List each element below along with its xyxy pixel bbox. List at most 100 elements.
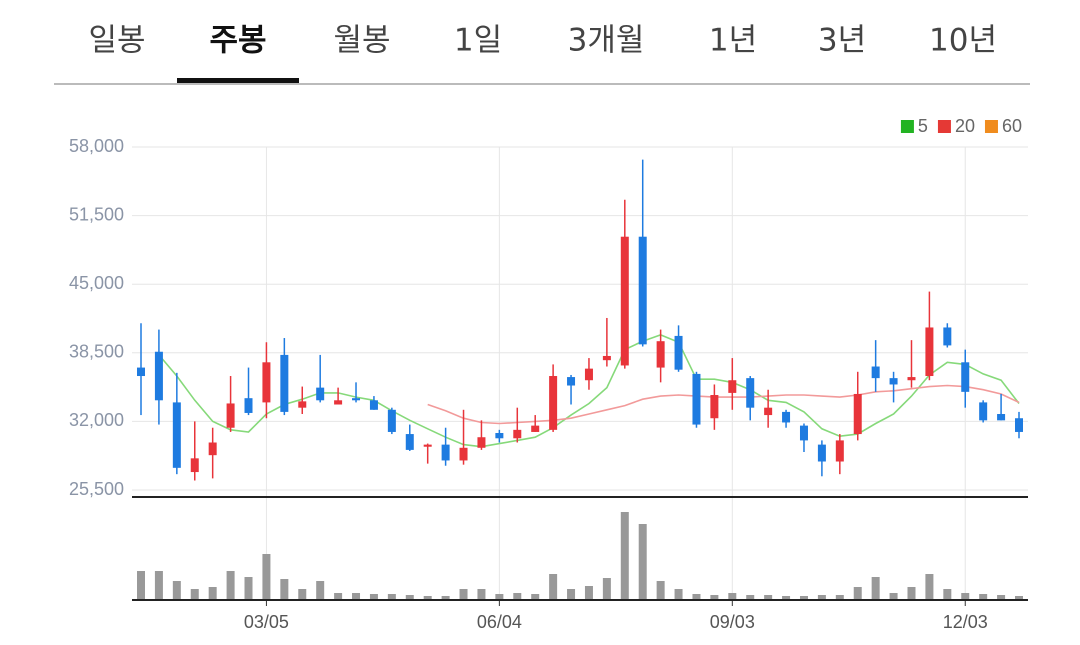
volume-bar bbox=[226, 571, 235, 599]
volume-bar bbox=[280, 579, 289, 599]
candle-body bbox=[531, 425, 540, 432]
candle-body bbox=[728, 380, 737, 393]
volume-bar bbox=[907, 587, 916, 599]
volume-bar bbox=[674, 589, 683, 599]
volume-bar bbox=[387, 594, 396, 599]
legend-label: 5 bbox=[918, 116, 928, 136]
legend-swatch bbox=[937, 120, 951, 133]
tab[interactable]: 1일 bbox=[454, 23, 502, 59]
volume-bar bbox=[298, 589, 307, 599]
candle-body bbox=[997, 414, 1006, 421]
volume-bar bbox=[190, 589, 199, 599]
y-tick-label: 58,000 bbox=[69, 136, 124, 156]
volume-bar bbox=[549, 574, 558, 599]
candle-body bbox=[584, 368, 593, 381]
tab[interactable]: 10년 bbox=[929, 23, 997, 59]
legend-swatch bbox=[984, 120, 998, 133]
volume-bar bbox=[513, 593, 522, 599]
tab[interactable]: 3개월 bbox=[568, 23, 645, 59]
candle-body bbox=[369, 400, 378, 410]
volume-bar bbox=[405, 595, 414, 599]
volume-bar bbox=[262, 554, 271, 599]
volume-bar bbox=[352, 593, 361, 599]
candle-body bbox=[692, 373, 701, 425]
tab[interactable]: 1년 bbox=[709, 23, 757, 59]
y-tick-label: 51,500 bbox=[69, 204, 124, 224]
candle-body bbox=[459, 447, 468, 461]
volume-bar bbox=[477, 589, 486, 599]
candle-body bbox=[352, 398, 361, 401]
candle-body bbox=[835, 440, 844, 462]
candle-body bbox=[244, 398, 253, 413]
tab[interactable]: 주봉 bbox=[209, 23, 266, 59]
candle-body bbox=[764, 407, 773, 416]
y-tick-label: 32,000 bbox=[69, 410, 124, 430]
x-tick-label: 12/03 bbox=[943, 612, 988, 632]
candle-body bbox=[226, 403, 235, 428]
y-tick-label: 38,500 bbox=[69, 342, 124, 362]
candle-body bbox=[710, 395, 719, 419]
moving-average-line bbox=[427, 384, 1020, 425]
tab[interactable]: 월봉 bbox=[333, 23, 390, 59]
volume-bar bbox=[495, 594, 504, 599]
volume-bar bbox=[567, 589, 576, 599]
volume-bar bbox=[997, 595, 1006, 599]
volume-bar bbox=[835, 595, 844, 599]
volume-bar bbox=[979, 594, 988, 599]
candle-body bbox=[925, 327, 934, 377]
candle-body bbox=[423, 444, 432, 447]
candle-body bbox=[262, 362, 271, 403]
candle-body bbox=[656, 341, 665, 368]
candle-body bbox=[477, 437, 486, 448]
volume-bar bbox=[656, 581, 665, 599]
volume-bar bbox=[782, 596, 791, 599]
candle-body bbox=[298, 401, 307, 408]
volume-bar bbox=[459, 589, 468, 599]
volume-bar bbox=[584, 586, 593, 599]
candle-body bbox=[280, 354, 289, 412]
volume-bar bbox=[208, 587, 217, 599]
candle-body bbox=[674, 335, 683, 370]
volume-bar bbox=[154, 571, 163, 599]
candle-body bbox=[567, 377, 576, 386]
volume-bar bbox=[943, 589, 952, 599]
volume-bar bbox=[764, 595, 773, 599]
volume-bar bbox=[369, 594, 378, 599]
volume-bar bbox=[692, 594, 701, 599]
legend-label: 20 bbox=[955, 116, 975, 136]
candle-body bbox=[405, 434, 414, 450]
volume-bar bbox=[871, 577, 880, 599]
volume-bar bbox=[817, 595, 826, 599]
tab[interactable]: 일봉 bbox=[88, 23, 145, 59]
volume-bar bbox=[728, 593, 737, 599]
candle-body bbox=[889, 378, 898, 385]
candle-body bbox=[316, 387, 325, 401]
active-tab-underline bbox=[177, 78, 299, 83]
volume-bar bbox=[137, 571, 145, 599]
candle-body bbox=[154, 351, 163, 401]
x-tick-label: 03/05 bbox=[244, 612, 289, 632]
volume-bar bbox=[889, 593, 898, 599]
candle-body bbox=[172, 402, 181, 468]
candle-body bbox=[907, 377, 916, 381]
candle-body bbox=[782, 411, 791, 423]
candle-body bbox=[387, 409, 396, 432]
volume-bar bbox=[853, 587, 862, 599]
volume-bar bbox=[1015, 596, 1023, 599]
volume-bar bbox=[799, 596, 808, 599]
tab[interactable]: 3년 bbox=[818, 23, 866, 59]
candle-body bbox=[799, 425, 808, 441]
volume-bar bbox=[710, 595, 719, 599]
candle-body bbox=[1015, 418, 1023, 432]
candle-body bbox=[746, 378, 755, 408]
volume-bar bbox=[441, 596, 450, 599]
volume-bar bbox=[620, 512, 629, 599]
volume-bar bbox=[334, 593, 343, 599]
y-tick-label: 25,500 bbox=[69, 479, 124, 499]
candle-body bbox=[495, 433, 504, 439]
volume-bar bbox=[961, 593, 970, 599]
volume-bar bbox=[531, 594, 540, 599]
candle-body bbox=[137, 367, 145, 377]
